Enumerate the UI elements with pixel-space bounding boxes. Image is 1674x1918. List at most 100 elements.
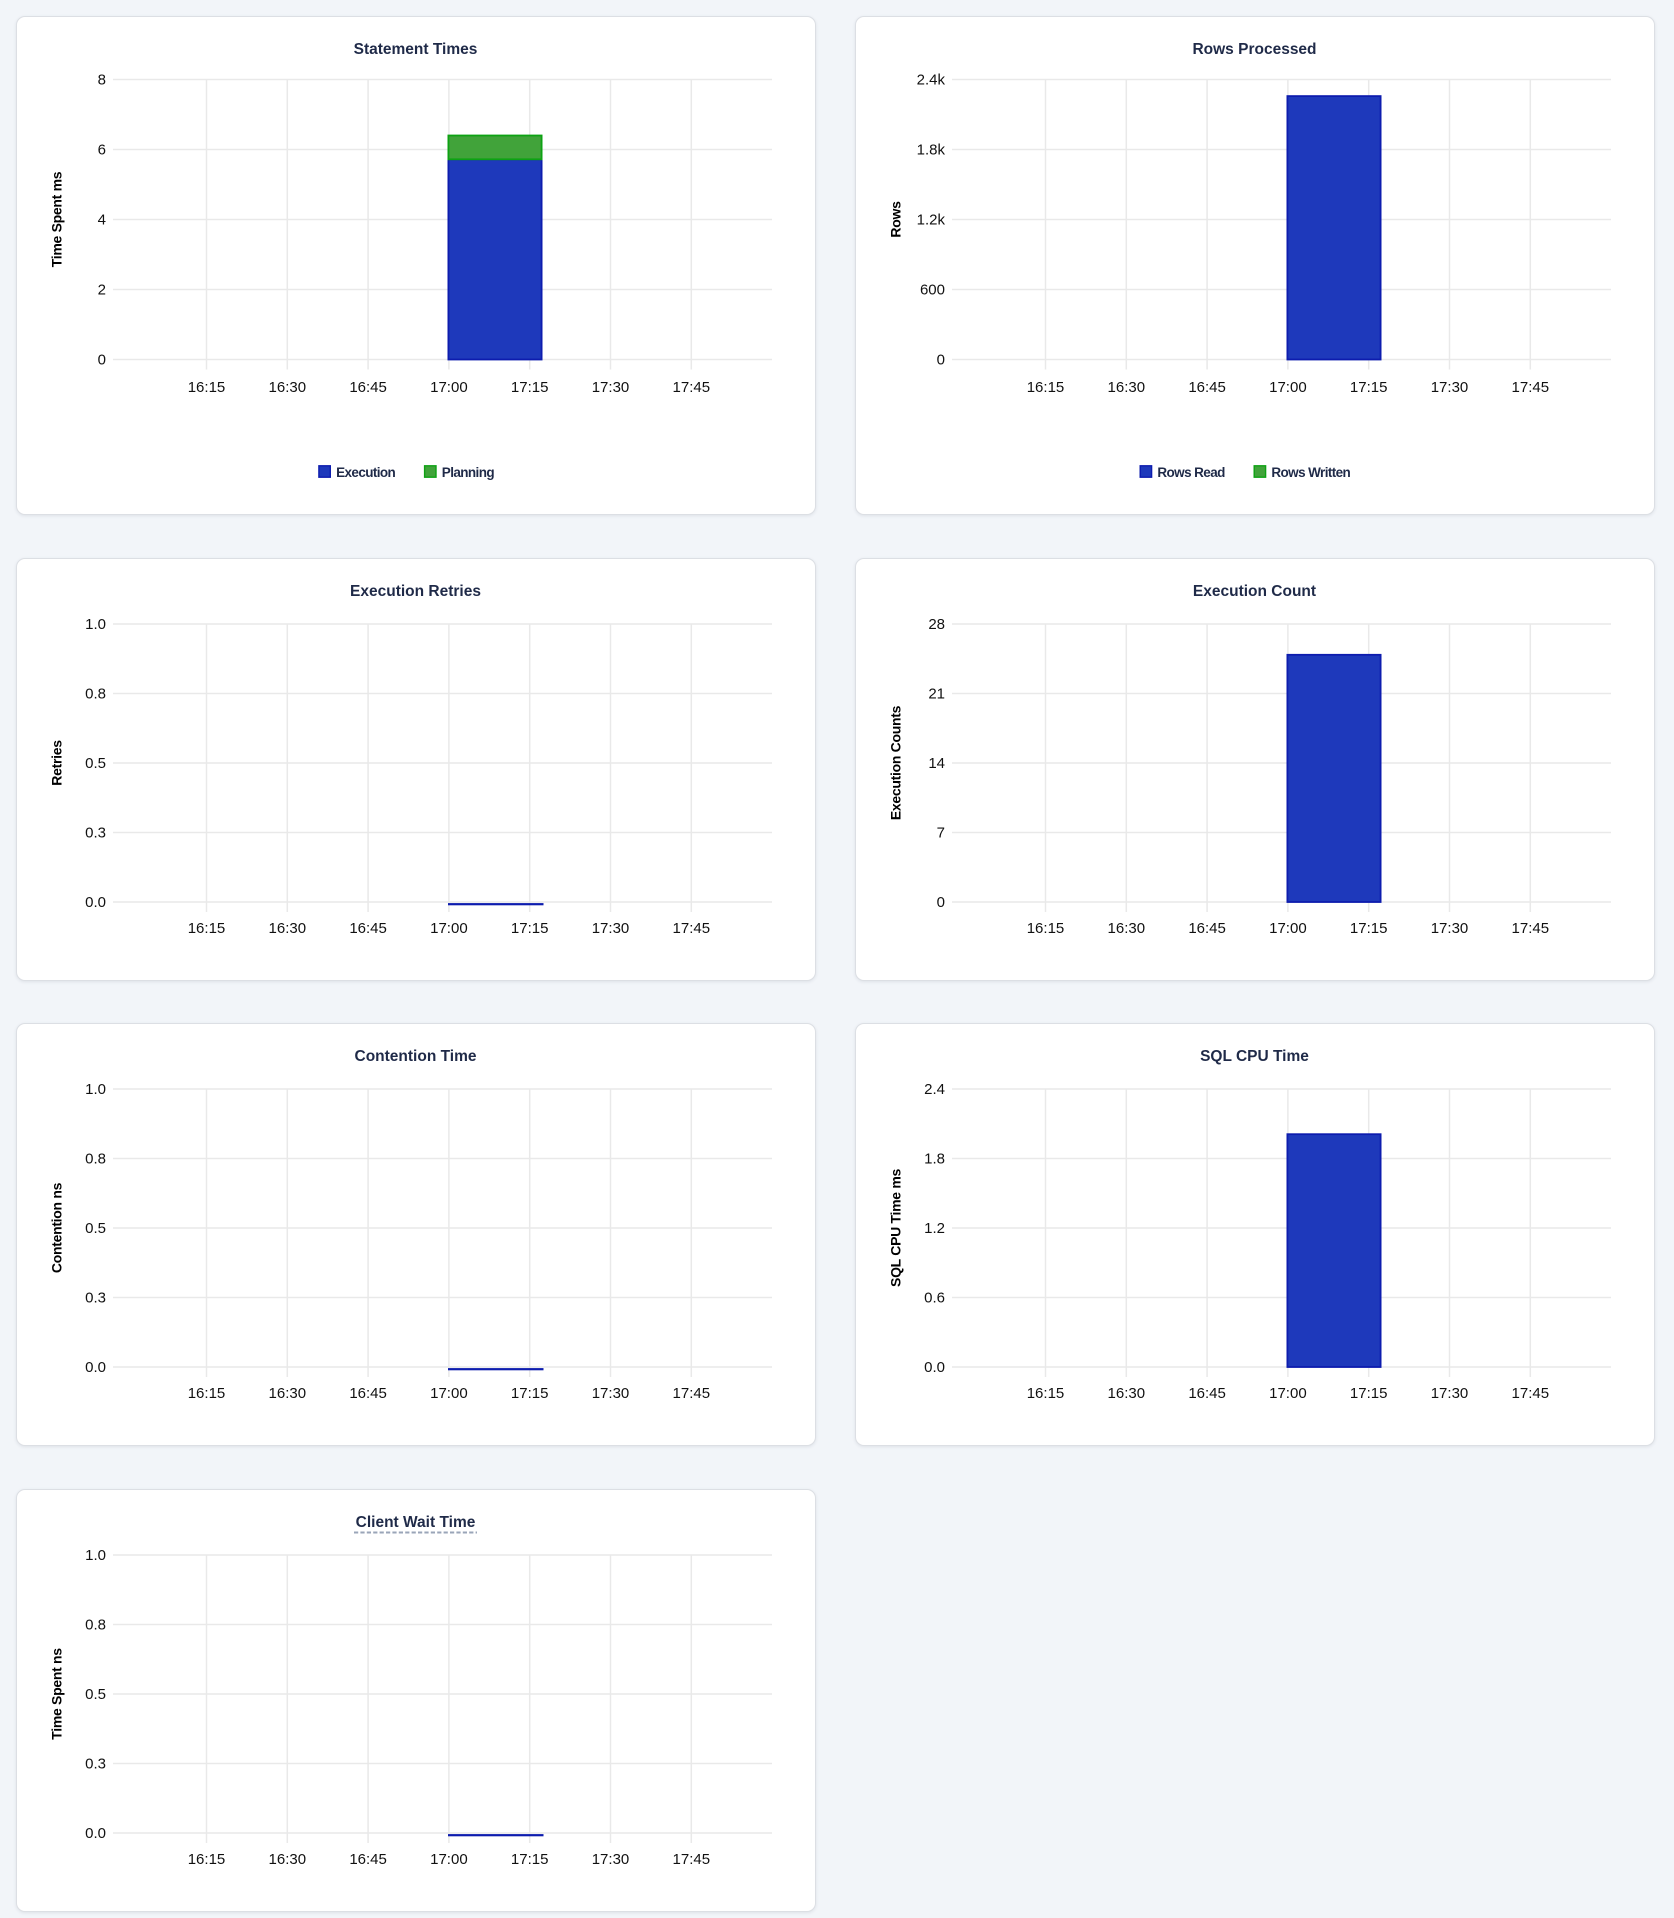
svg-text:Client Wait Time: Client Wait Time [356,1514,476,1531]
svg-text:16:30: 16:30 [269,1851,307,1868]
svg-text:17:45: 17:45 [673,920,711,937]
svg-text:16:15: 16:15 [188,379,226,396]
svg-text:1.8: 1.8 [924,1151,945,1168]
svg-text:17:00: 17:00 [1269,1385,1307,1402]
svg-text:16:45: 16:45 [349,1385,387,1402]
svg-text:17:30: 17:30 [592,379,630,396]
svg-text:Contention Time: Contention Time [355,1048,477,1065]
svg-text:0.0: 0.0 [85,894,106,911]
svg-text:16:15: 16:15 [1027,1385,1065,1402]
svg-text:17:30: 17:30 [1431,920,1469,937]
svg-text:0.3: 0.3 [85,1755,106,1772]
svg-text:17:15: 17:15 [1350,379,1388,396]
svg-text:7: 7 [937,824,945,841]
svg-text:Execution Counts: Execution Counts [887,705,903,820]
svg-text:Statement Times: Statement Times [354,41,478,58]
svg-text:0: 0 [937,894,945,911]
svg-text:0.3: 0.3 [85,1290,106,1307]
svg-text:0.5: 0.5 [85,755,106,772]
svg-text:0.5: 0.5 [85,1686,106,1703]
svg-text:SQL CPU Time ms: SQL CPU Time ms [887,1169,903,1287]
svg-text:4: 4 [98,212,106,229]
svg-text:17:15: 17:15 [511,1385,549,1402]
svg-text:17:45: 17:45 [1512,1385,1550,1402]
svg-text:17:30: 17:30 [592,1851,630,1868]
svg-text:1.0: 1.0 [85,616,106,633]
svg-text:16:45: 16:45 [349,1851,387,1868]
svg-text:Rows: Rows [887,201,903,238]
svg-text:2.4k: 2.4k [917,72,946,89]
svg-text:16:45: 16:45 [1188,379,1226,396]
svg-text:0.8: 0.8 [85,1616,106,1633]
svg-text:Rows Written: Rows Written [1271,465,1350,480]
svg-text:16:45: 16:45 [1188,920,1226,937]
svg-text:17:45: 17:45 [1512,379,1550,396]
svg-text:0.6: 0.6 [924,1290,945,1307]
svg-text:17:00: 17:00 [430,379,468,396]
svg-text:Execution Retries: Execution Retries [350,583,481,600]
svg-text:17:00: 17:00 [1269,920,1307,937]
svg-text:16:15: 16:15 [188,920,226,937]
svg-text:0.5: 0.5 [85,1220,106,1237]
svg-text:14: 14 [928,755,945,772]
svg-text:16:30: 16:30 [269,379,307,396]
svg-text:17:15: 17:15 [511,1851,549,1868]
svg-text:16:45: 16:45 [1188,1385,1226,1402]
svg-text:17:15: 17:15 [1350,1385,1388,1402]
svg-text:16:15: 16:15 [188,1851,226,1868]
svg-text:Retries: Retries [48,739,64,785]
svg-text:17:00: 17:00 [430,920,468,937]
svg-text:Planning: Planning [442,465,495,480]
svg-text:21: 21 [928,685,945,702]
svg-text:600: 600 [920,282,945,299]
svg-text:16:15: 16:15 [1027,379,1065,396]
svg-text:28: 28 [928,616,945,633]
svg-text:0.0: 0.0 [924,1359,945,1376]
svg-text:17:15: 17:15 [511,379,549,396]
svg-text:16:15: 16:15 [1027,920,1065,937]
svg-text:Rows Processed: Rows Processed [1192,41,1316,58]
svg-text:17:30: 17:30 [1431,379,1469,396]
svg-text:Contention ns: Contention ns [48,1182,64,1273]
svg-text:16:30: 16:30 [269,1385,307,1402]
svg-text:0: 0 [98,352,106,369]
svg-text:16:30: 16:30 [1108,920,1146,937]
svg-text:17:00: 17:00 [1269,379,1307,396]
svg-text:1.2k: 1.2k [917,212,946,229]
svg-text:1.0: 1.0 [85,1081,106,1098]
svg-text:16:30: 16:30 [1108,379,1146,396]
svg-text:17:45: 17:45 [673,1385,711,1402]
svg-text:1.8k: 1.8k [917,142,946,159]
svg-text:17:15: 17:15 [1350,920,1388,937]
svg-text:Time Spent ns: Time Spent ns [48,1647,64,1739]
svg-text:Rows Read: Rows Read [1157,465,1225,480]
svg-text:17:30: 17:30 [592,920,630,937]
svg-text:0.3: 0.3 [85,824,106,841]
svg-text:16:30: 16:30 [1108,1385,1146,1402]
svg-text:0.8: 0.8 [85,685,106,702]
svg-text:17:00: 17:00 [430,1851,468,1868]
svg-text:17:45: 17:45 [673,379,711,396]
svg-text:0.8: 0.8 [85,1151,106,1168]
svg-text:0.0: 0.0 [85,1359,106,1376]
svg-text:8: 8 [98,72,106,89]
svg-text:2.4: 2.4 [924,1081,945,1098]
svg-text:17:45: 17:45 [673,1851,711,1868]
svg-text:17:30: 17:30 [1431,1385,1469,1402]
svg-text:16:45: 16:45 [349,920,387,937]
svg-text:17:15: 17:15 [511,920,549,937]
svg-text:Time Spent ms: Time Spent ms [48,171,64,267]
svg-text:SQL CPU Time: SQL CPU Time [1200,1048,1309,1065]
svg-text:16:30: 16:30 [269,920,307,937]
svg-text:17:30: 17:30 [592,1385,630,1402]
svg-text:2: 2 [98,282,106,299]
svg-text:16:15: 16:15 [188,1385,226,1402]
svg-text:0: 0 [937,352,945,369]
svg-text:Execution Count: Execution Count [1193,583,1316,600]
svg-text:1.2: 1.2 [924,1220,945,1237]
svg-text:6: 6 [98,142,106,159]
svg-text:16:45: 16:45 [349,379,387,396]
svg-text:0.0: 0.0 [85,1825,106,1842]
svg-text:17:45: 17:45 [1512,920,1550,937]
svg-text:17:00: 17:00 [430,1385,468,1402]
